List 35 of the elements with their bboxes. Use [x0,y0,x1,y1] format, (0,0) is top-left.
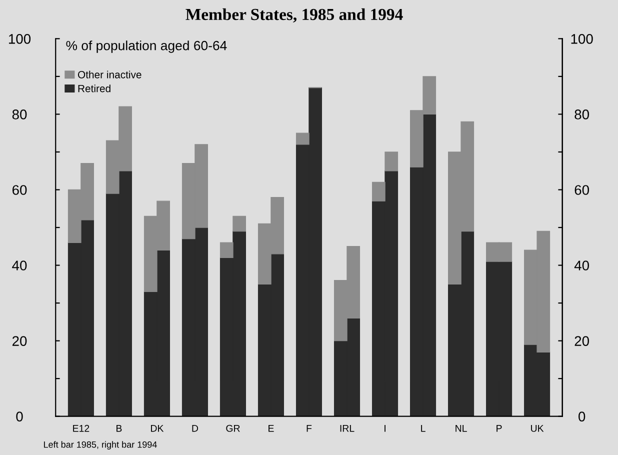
y-tick-label: 40 [12,260,27,270]
bar [220,242,234,258]
x-tick-label: B [116,425,122,432]
x-tick-label: NL [456,425,467,432]
chart-title: Member States, 1985 and 1994 [186,8,403,23]
text: Left bar 1985, right bar 1994 [44,441,157,450]
x-tick-label: IRL [340,425,354,432]
x-tick-label: I [384,425,386,432]
chart-subtitle: % of population aged 60-64 [66,40,227,53]
x-tick-label: D [192,425,198,432]
y2-tick-label: 60 [574,185,590,195]
y-tick-label: 80 [12,110,27,120]
legend-label: Retired [78,84,110,92]
y2-tick-label: 20 [574,336,590,346]
x-tick-label: P [496,425,502,432]
y2-tick-label: 80 [574,110,590,120]
x-tick-label: GR [226,424,240,432]
bar [384,152,398,172]
x-tick-label: DK [151,425,164,432]
y-tick-label: 20 [12,336,27,346]
bar [296,132,310,145]
y-tick-label: 0 [16,412,23,422]
y-tick-label: 60 [12,185,27,195]
legend-label: Other inactive [78,70,142,78]
y2-tick-label: 0 [578,412,586,422]
x-tick-label: UK [531,425,544,432]
x-tick-label: F [306,425,312,432]
x-tick-label: E [268,425,274,432]
x-tick-label: E12 [73,424,90,432]
bar [232,216,246,232]
y-tick-label: 100 [8,34,31,44]
bar [372,182,386,202]
x-tick-label: L [421,425,426,432]
y2-tick-label: 100 [571,34,593,44]
y2-tick-label: 40 [574,260,590,270]
